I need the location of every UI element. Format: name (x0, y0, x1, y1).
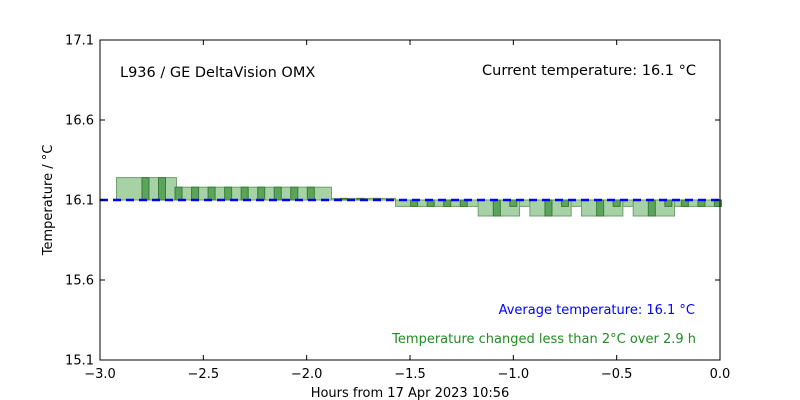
narrow-bar (544, 199, 553, 217)
narrow-bar (141, 177, 150, 201)
y-tick-label: 17.1 (65, 34, 94, 49)
narrow-bar (459, 199, 468, 207)
x-axis-label: Hours from 17 Apr 2023 10:56 (311, 386, 510, 400)
x-tick-label: 0.0 (710, 367, 731, 382)
narrow-bar (561, 199, 569, 207)
narrow-bar (240, 186, 249, 201)
narrow-bar (306, 186, 315, 201)
y-tick-label: 16.6 (65, 114, 94, 129)
narrow-bar (158, 177, 166, 201)
narrow-bar (191, 186, 200, 201)
narrow-bars-group (141, 177, 722, 217)
narrow-bar (207, 186, 216, 201)
narrow-bar (224, 186, 233, 201)
narrow-bar (443, 199, 452, 207)
narrow-bar (664, 199, 673, 207)
wide-bars-group (116, 177, 721, 217)
x-tick-label: −1.0 (498, 367, 530, 382)
instrument-label: L936 / GE DeltaVision OMX (120, 65, 315, 81)
x-tick-label: −3.0 (84, 367, 116, 382)
narrow-bar (509, 199, 518, 207)
temperature-change-label: Temperature changed less than 2°C over 2… (391, 332, 696, 347)
narrow-bar (492, 199, 501, 217)
narrow-bar (596, 199, 605, 217)
current-temperature-label: Current temperature: 16.1 °C (482, 63, 696, 79)
y-axis-ticks: 15.1 15.6 16.1 16.6 17.1 (65, 34, 720, 369)
x-tick-label: −0.5 (601, 367, 633, 382)
narrow-bar (174, 186, 183, 201)
x-tick-label: −1.5 (394, 367, 426, 382)
y-tick-label: 16.1 (65, 194, 94, 209)
narrow-bar (257, 186, 266, 201)
y-axis-label: Temperature / °C (41, 145, 56, 257)
average-temperature-label: Average temperature: 16.1 °C (499, 303, 695, 318)
narrow-bar (647, 199, 656, 217)
narrow-bar (612, 199, 621, 207)
narrow-bar (273, 186, 282, 201)
y-tick-label: 15.6 (65, 274, 94, 289)
y-tick-label: 15.1 (65, 354, 94, 369)
x-tick-label: −2.0 (291, 367, 323, 382)
narrow-bar (680, 199, 689, 207)
x-axis-ticks: −3.0 −2.5 −2.0 −1.5 −1.0 −0.5 0.0 (84, 40, 730, 382)
narrow-bar (290, 186, 299, 201)
x-tick-label: −2.5 (188, 367, 220, 382)
